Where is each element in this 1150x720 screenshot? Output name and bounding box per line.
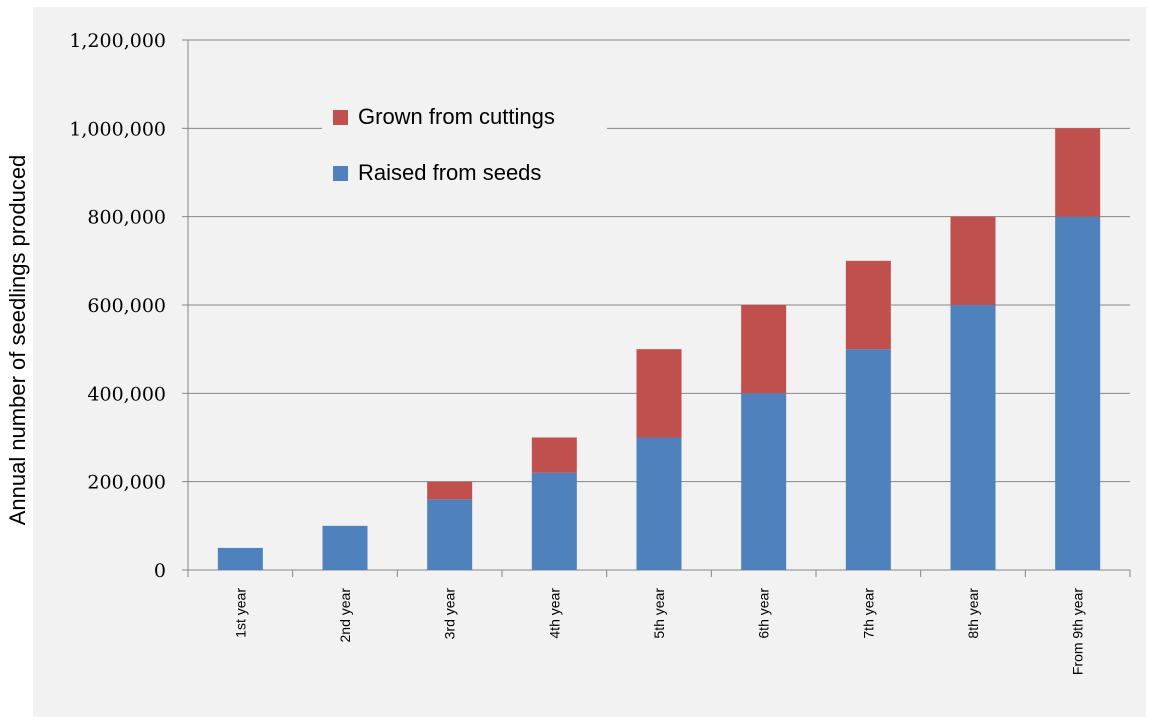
x-tick-label: 4th year [546,588,562,639]
bar-raised-from-seeds [845,349,891,570]
x-tick-label: 2nd year [337,588,353,643]
x-tick-labels: 1st year 2nd year 3rd year 4th year 5th year… [232,588,1085,675]
y-tick-label: 1,200,000 [69,30,166,52]
bar-layer [217,128,1101,570]
bar-grown-from-cuttings [950,216,996,305]
bar-raised-from-seeds [322,525,368,570]
legend-background [322,98,607,194]
bar-raised-from-seeds [217,547,263,570]
bar-grown-from-cuttings [636,349,682,438]
x-tick-label: 7th year [860,588,876,639]
y-tick-label: 1,000,000 [69,118,166,140]
x-tick-label: 3rd year [442,588,458,640]
x-tick-label: 8th year [965,588,981,639]
x-tick-label: 5th year [651,588,667,639]
x-tick-label: 6th year [756,588,772,639]
y-tick-label: 200,000 [87,472,166,494]
y-tick-labels: 0 200,000 400,000 600,000 800,000 1,000,000 1,… [69,30,166,582]
bar-raised-from-seeds [531,472,577,570]
x-tick-label: 1st year [232,588,248,638]
y-axis-title: Annual number of seedlings produced [5,155,30,526]
y-tick-label: 0 [154,560,166,582]
bar-raised-from-seeds [427,499,473,570]
legend-label: Grown from cuttings [358,104,555,129]
bar-grown-from-cuttings [845,260,891,350]
bar-raised-from-seeds [1055,216,1101,570]
bar-grown-from-cuttings [427,481,473,500]
bar-grown-from-cuttings [741,305,787,394]
bar-raised-from-seeds [741,393,787,570]
bar-grown-from-cuttings [531,437,577,473]
x-tick-label: From 9th year [1070,588,1086,675]
y-tick-label: 400,000 [87,383,166,405]
legend-label: Raised from seeds [358,160,541,185]
y-tick-label: 600,000 [87,295,166,317]
bar-raised-from-seeds [636,437,682,570]
bar-grown-from-cuttings [1055,128,1101,217]
bar-raised-from-seeds [950,305,996,570]
y-tick-label: 800,000 [87,207,166,229]
legend-swatch [333,166,348,181]
legend: Grown from cuttings Raised from seeds [322,98,607,194]
legend-swatch [333,110,348,125]
